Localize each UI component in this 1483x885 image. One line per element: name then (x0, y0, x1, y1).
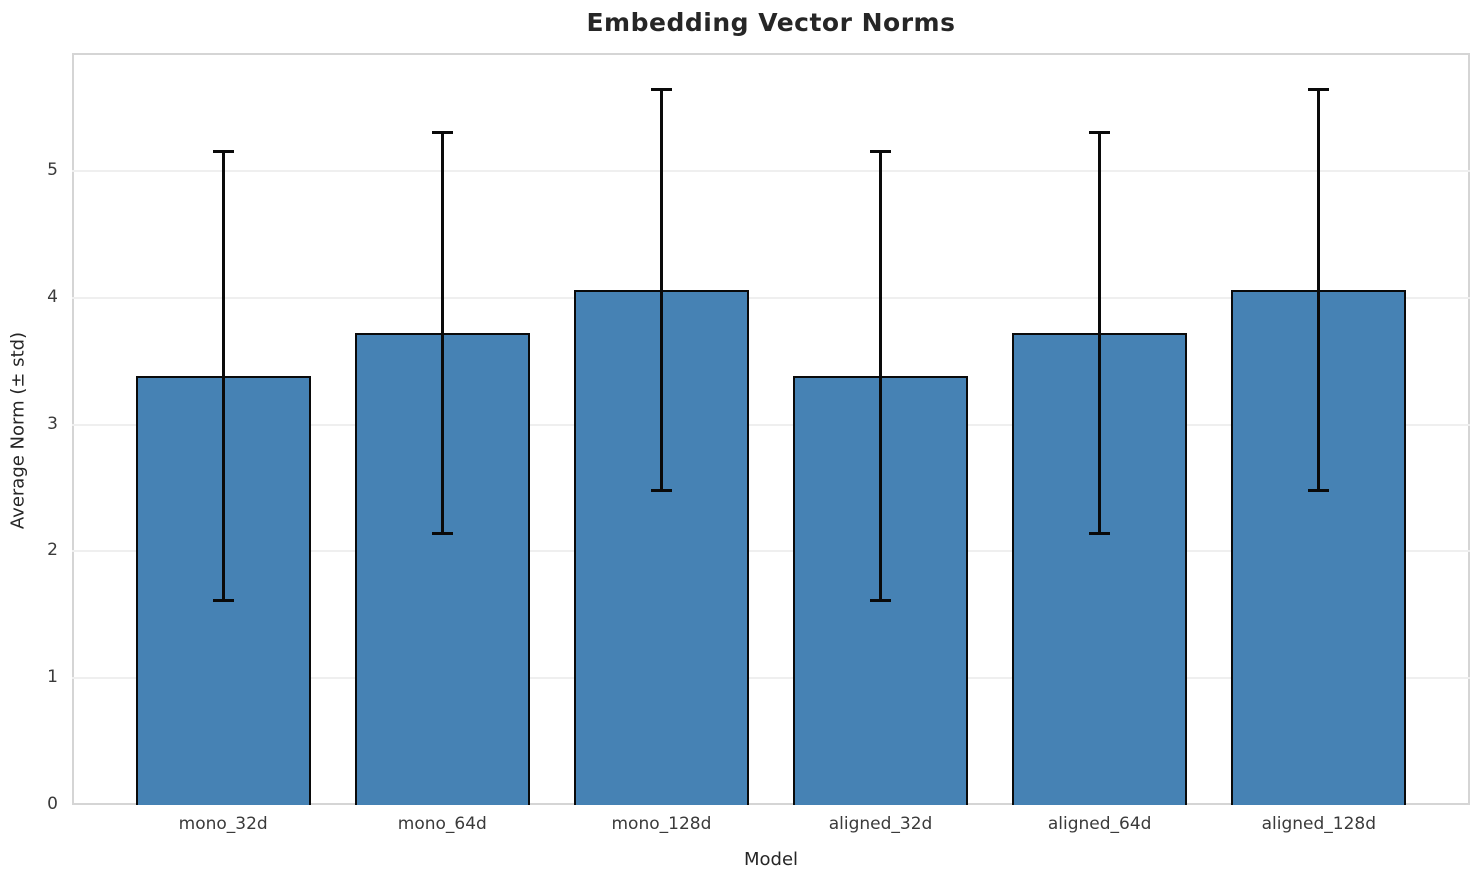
error-bar-cap-bottom-mono_128d (650, 489, 672, 492)
error-bar-cap-bottom-mono_32d (212, 599, 234, 603)
error-bar-aligned_32d (879, 151, 883, 601)
error-bar-cap-top-aligned_128d (1308, 88, 1330, 92)
error-bar-cap-top-mono_32d (212, 150, 234, 154)
x-tick-label-aligned_32d: aligned_32d (828, 814, 933, 834)
y-tick-label: 5 (47, 159, 58, 180)
x-axis-title: Model (743, 849, 799, 870)
y-gridline (72, 677, 1470, 680)
y-gridline (72, 550, 1470, 553)
y-tick-label: 2 (47, 540, 58, 561)
x-tick-label-aligned_64d: aligned_64d (1047, 814, 1152, 834)
y-gridline (72, 169, 1470, 172)
error-bar-mono_128d (659, 89, 663, 491)
x-tick-label-mono_32d: mono_32d (178, 814, 268, 834)
y-tick-label: 3 (47, 413, 58, 434)
y-gridline (72, 296, 1470, 299)
error-bar-cap-bottom-aligned_32d (870, 599, 892, 603)
error-bar-mono_64d (440, 132, 444, 534)
error-bar-aligned_64d (1098, 132, 1102, 534)
error-bar-cap-top-mono_128d (650, 88, 672, 92)
x-tick-label-mono_128d: mono_128d (611, 814, 712, 834)
x-tick-label-aligned_128d: aligned_128d (1261, 814, 1376, 834)
y-gridline (72, 423, 1470, 426)
error-bar-cap-bottom-mono_64d (431, 532, 453, 536)
error-bar-cap-top-aligned_64d (1089, 131, 1111, 135)
error-bar-mono_32d (221, 151, 225, 601)
chart-title: Embedding Vector Norms (586, 8, 956, 37)
y-tick-label: 4 (47, 286, 58, 307)
y-tick-label: 0 (47, 794, 58, 814)
error-bar-cap-top-aligned_32d (870, 150, 892, 154)
error-bar-cap-top-mono_64d (431, 131, 453, 135)
error-bar-aligned_128d (1317, 89, 1321, 491)
error-bar-cap-bottom-aligned_128d (1308, 489, 1330, 492)
error-bar-cap-bottom-aligned_64d (1089, 532, 1111, 536)
y-tick-label: 1 (47, 667, 58, 688)
x-tick-label-mono_64d: mono_64d (397, 814, 487, 834)
